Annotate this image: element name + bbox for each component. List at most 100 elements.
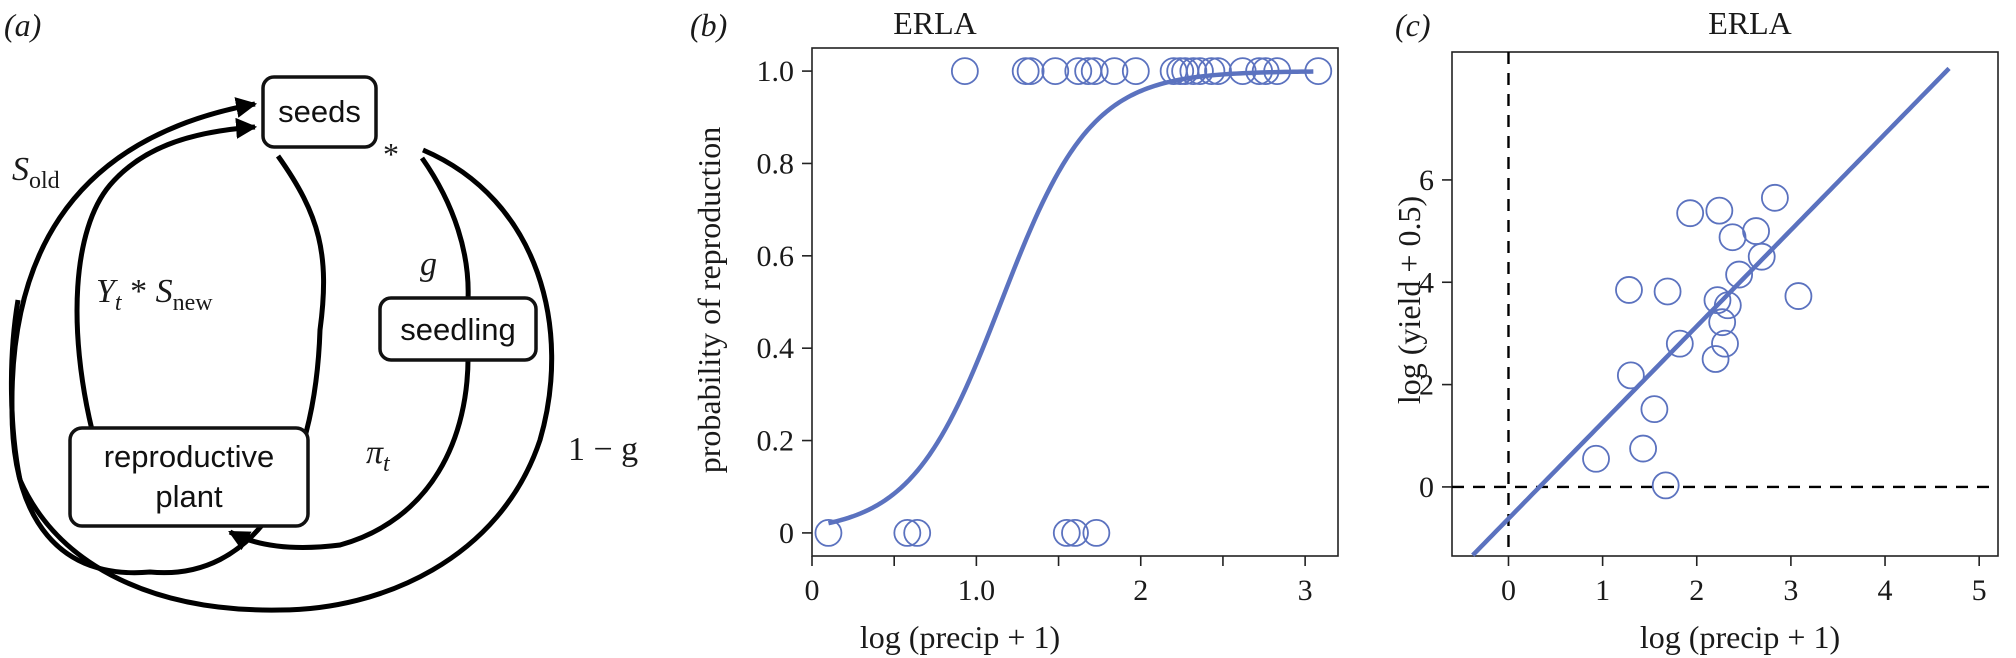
- seeds-box: seeds: [261, 75, 378, 149]
- panel-b-x-label: log (precip + 1): [860, 619, 1060, 655]
- b-y-tick-label: 0.8: [757, 147, 795, 180]
- panel-c-label: (c): [1395, 7, 1431, 43]
- panel-c-title: ERLA: [1708, 5, 1792, 41]
- reproductive-label-line2: plant: [155, 479, 223, 514]
- seedling-label: seedling: [400, 312, 515, 347]
- b-data-point: [1080, 57, 1109, 85]
- b-y-tick-label: 0.6: [757, 240, 795, 273]
- reproductive-plant-box: reproductive plant: [68, 426, 310, 528]
- panel-b-y-axis: 0 0.2 0.4 0.6 0.8 1.0: [757, 55, 812, 550]
- c-data-point: [1718, 223, 1747, 252]
- b-data-point: [893, 519, 922, 547]
- panel-c-y-axis: 0 2 4 6: [1419, 164, 1452, 504]
- b-y-tick-label: 0.2: [757, 425, 795, 458]
- panel-b-y-label: probability of reproduction: [691, 127, 727, 474]
- germination-g-label: g: [420, 246, 437, 283]
- c-data-point: [1711, 329, 1739, 358]
- c-y-tick-label: 6: [1419, 164, 1434, 197]
- panel-c-y-label: log (yield + 0.5): [1391, 196, 1427, 404]
- seeds-label: seeds: [278, 94, 361, 129]
- reproductive-label-line1: reproductive: [104, 439, 275, 474]
- panel-b-x-axis: 0 1.0 2 3: [805, 556, 1313, 607]
- b-y-tick-label: 1.0: [757, 55, 795, 88]
- no-germination-loop-arrow: [17, 147, 555, 613]
- survival-pi-label: πt: [366, 434, 391, 477]
- b-data-point: [1064, 57, 1093, 85]
- b-x-tick-label: 2: [1133, 574, 1148, 607]
- panel-c-linear-fit-line: [1471, 66, 1951, 557]
- c-data-point: [1615, 276, 1643, 304]
- panel-b-chart: (b) ERLA 0 0.2 0.4 0.6 0.8 1.0 0 1.0 2 3 log (pr…: [690, 5, 1339, 655]
- yield-new-seeds-label: Yt * Snew: [96, 273, 213, 316]
- b-y-tick-label: 0: [779, 517, 794, 550]
- b-data-point: [1100, 57, 1129, 85]
- seedling-box: seedling: [378, 296, 538, 362]
- c-data-point: [1725, 260, 1754, 289]
- panel-b-label: (b): [690, 7, 727, 43]
- c-x-tick-label: 0: [1501, 574, 1516, 607]
- b-data-point: [1052, 519, 1081, 547]
- b-data-point: [903, 519, 932, 547]
- outer-loop-return: [8, 299, 23, 481]
- s-old-label: Sold: [12, 151, 60, 194]
- c-data-point: [1676, 199, 1705, 228]
- c-data-point: [1582, 444, 1610, 473]
- no-germination-label: 1 − g: [568, 431, 638, 468]
- panel-b-plot-frame: [811, 47, 1339, 557]
- c-data-point: [1701, 345, 1730, 373]
- b-x-tick-label: 0: [805, 574, 820, 607]
- c-data-point: [1742, 217, 1770, 245]
- panel-c-chart: (c) ERLA 0 2 4 6 0 1 2 3 4 5 log (precip + 1) lo…: [1391, 5, 1999, 655]
- b-data-point: [1016, 57, 1045, 85]
- c-data-point: [1747, 242, 1776, 271]
- panel-c-x-label: log (precip + 1): [1640, 619, 1840, 655]
- b-data-point: [950, 57, 979, 85]
- c-data-point: [1653, 277, 1682, 306]
- b-data-point: [1011, 57, 1040, 85]
- b-data-point: [1041, 57, 1070, 85]
- c-data-point: [1616, 361, 1645, 390]
- c-data-point: [1640, 395, 1669, 424]
- b-data-point: [1082, 519, 1111, 547]
- c-x-tick-label: 4: [1878, 574, 1893, 607]
- b-y-tick-label: 0.4: [757, 332, 795, 365]
- b-x-tick-label: 1.0: [958, 574, 996, 607]
- panel-a-life-cycle-diagram: (a) seeds seedling reproductive plant So…: [4, 7, 638, 613]
- c-data-point: [1708, 308, 1737, 337]
- panel-c-points: [1582, 183, 1813, 500]
- c-data-point: [1760, 183, 1789, 212]
- b-data-point: [1179, 57, 1208, 85]
- star-marker: *: [383, 136, 399, 172]
- c-x-tick-label: 5: [1972, 574, 1987, 607]
- panel-c-plot-frame: [1451, 51, 1999, 557]
- c-y-tick-label: 4: [1419, 266, 1434, 299]
- b-data-point: [1186, 57, 1214, 85]
- c-data-point: [1665, 329, 1694, 358]
- c-data-point: [1784, 282, 1813, 310]
- c-x-tick-label: 3: [1783, 574, 1798, 607]
- new-seeds-arrow: [74, 117, 258, 431]
- panel-b-logistic-fit-line: [827, 69, 1314, 526]
- c-x-tick-label: 1: [1595, 574, 1610, 607]
- c-data-point: [1651, 471, 1680, 500]
- c-x-tick-label: 2: [1689, 574, 1704, 607]
- b-data-point: [1197, 57, 1226, 85]
- b-data-point: [1204, 57, 1232, 85]
- c-data-point: [1629, 434, 1657, 463]
- panel-c-x-axis: 0 1 2 3 4 5: [1501, 556, 1987, 607]
- b-data-point: [814, 519, 843, 547]
- b-data-point: [1061, 519, 1089, 547]
- c-y-tick-label: 2: [1419, 369, 1434, 402]
- b-x-tick-label: 3: [1298, 574, 1313, 607]
- germination-arrow: [419, 156, 471, 301]
- survival-arrow: [228, 349, 471, 551]
- panel-b-title: ERLA: [893, 5, 977, 41]
- s-old-arrow: [9, 97, 327, 576]
- panel-b-points: [814, 57, 1333, 547]
- b-data-point: [1121, 57, 1150, 85]
- panel-a-label: (a): [4, 7, 41, 43]
- b-data-point: [1166, 57, 1195, 85]
- c-y-tick-label: 0: [1419, 471, 1434, 504]
- c-data-point: [1705, 196, 1734, 225]
